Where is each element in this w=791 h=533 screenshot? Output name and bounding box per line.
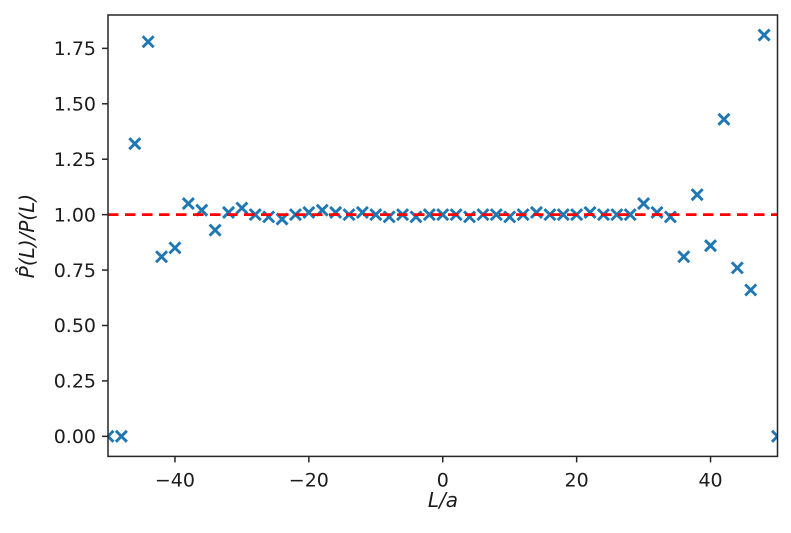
data-point-marker [208,223,222,237]
data-point-marker [757,28,771,42]
data-point-marker [650,205,664,219]
data-point-marker [744,283,758,297]
data-point-marker [677,250,691,264]
y-tick-label: 1.50 [54,93,96,115]
data-point-marker [436,208,450,222]
x-tick-label: −20 [289,470,329,492]
data-point-marker [529,205,544,219]
data-point-marker [637,197,651,211]
y-tick-label: 0.75 [54,260,96,282]
data-point-marker [235,201,249,215]
data-point-marker [489,208,503,222]
y-axis-label: P̂(L)/P(L) [15,193,39,279]
data-point-marker [181,197,195,211]
data-point-marker [155,250,169,264]
data-point-marker [610,208,624,222]
data-point-marker [770,429,778,443]
data-point-marker [543,208,557,222]
data-point-marker [730,261,744,275]
axes-spines [107,14,779,458]
data-point-marker [556,208,570,222]
y-tick-label: 0.25 [54,371,96,393]
data-point-marker [583,205,597,219]
data-series [108,28,778,443]
data-point-marker [382,210,396,224]
data-point-marker [114,429,128,443]
data-point-marker [717,112,731,126]
data-point-marker [221,205,236,219]
x-tick-label: 40 [698,470,722,492]
data-point-marker [409,210,423,224]
data-point-marker [623,208,637,222]
data-point-marker [128,137,142,151]
y-tick-label: 0.50 [54,315,96,337]
data-point-marker [690,188,704,202]
data-point-marker [704,239,718,253]
data-point-marker [108,429,115,443]
x-tick-label: −40 [155,470,195,492]
x-tick-label: 0 [437,470,449,492]
x-tick-label: 20 [565,470,589,492]
data-point-marker [329,205,343,219]
data-point-marker [302,205,316,219]
data-point-marker [141,35,155,49]
data-point-marker [422,208,436,222]
y-tick-label: 1.00 [54,204,96,226]
y-tick-label: 0.00 [54,426,96,448]
data-point-marker [355,205,369,219]
y-tick-label: 1.75 [54,38,96,60]
data-point-marker [248,208,262,222]
data-point-marker [463,210,477,224]
data-point-marker [262,210,276,224]
data-point-marker [503,210,517,224]
data-point-marker [663,210,677,224]
data-point-marker [369,208,383,222]
data-point-marker [168,241,182,255]
x-axis-label: L/a [427,488,459,512]
y-tick-label: 1.25 [54,149,96,171]
